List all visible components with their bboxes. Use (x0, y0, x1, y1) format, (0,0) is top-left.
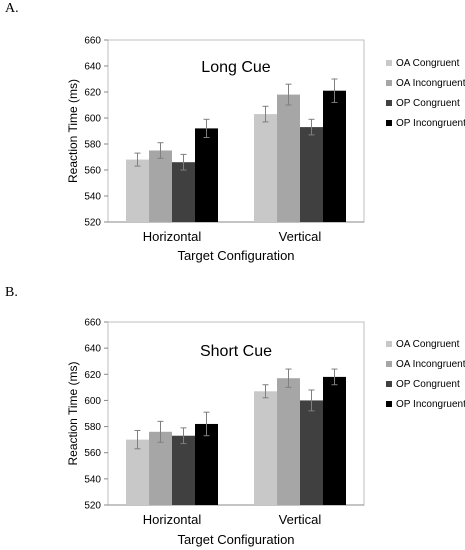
y-tick-label: 640 (84, 62, 101, 73)
bar (277, 378, 300, 505)
y-tick-label: 660 (84, 318, 101, 329)
legend-label: OA Incongruent (396, 359, 465, 370)
legend-label: OP Incongruent (396, 118, 465, 129)
y-axis-title: Reaction Time (ms) (66, 361, 80, 465)
y-tick-label: 600 (84, 396, 101, 407)
bar (323, 376, 346, 505)
y-tick-label: 540 (84, 192, 101, 203)
x-tick-label: Horizontal (143, 512, 202, 527)
legend-label: OA Incongruent (396, 78, 465, 89)
legend-swatch (386, 60, 392, 66)
legend-label: OA Congruent (396, 58, 460, 69)
legend-swatch (386, 120, 392, 126)
bar (172, 435, 195, 505)
bar (149, 431, 172, 505)
bar (277, 94, 300, 222)
chart-panel-short-cue: B. 520 540 560 580 600 620 640 660 Horizontal Vert… (5, 285, 465, 547)
y-tick-label: 580 (84, 422, 101, 433)
x-axis-title: Target Configuration (177, 532, 294, 547)
x-axis-title: Target Configuration (177, 248, 294, 263)
legend-swatch (386, 401, 392, 407)
legend-swatch (386, 361, 392, 367)
y-tick-label: 580 (84, 140, 101, 151)
x-tick-label: Vertical (279, 512, 322, 527)
bar (195, 128, 218, 222)
chart-title: Short Cue (200, 343, 272, 360)
bar (172, 162, 195, 222)
x-tick-label: Vertical (279, 229, 322, 244)
panel-label: B. (5, 285, 18, 300)
y-tick-label: 520 (84, 501, 101, 512)
bar (300, 127, 323, 222)
y-tick-label: 540 (84, 474, 101, 485)
y-tick-label: 620 (84, 370, 101, 381)
chart-title: Long Cue (201, 59, 270, 76)
legend-swatch (386, 341, 392, 347)
legend-label: OA Congruent (396, 339, 460, 350)
y-tick-label: 660 (84, 36, 101, 47)
y-tick-label: 640 (84, 344, 101, 355)
legend-swatch (386, 80, 392, 86)
legend-label: OP Congruent (396, 379, 460, 390)
panel-label: A. (5, 1, 19, 16)
y-tick-label: 560 (84, 166, 101, 177)
bar (126, 159, 149, 222)
bar (149, 150, 172, 222)
y-tick-label: 560 (84, 448, 101, 459)
bar (195, 423, 218, 505)
bar (254, 391, 277, 505)
chart-panel-long-cue: A. 520 540 560 580 600 620 640 660 Horizontal Vert… (5, 1, 465, 263)
bar (300, 400, 323, 505)
legend-label: OP Congruent (396, 98, 460, 109)
legend-label: OP Incongruent (396, 399, 465, 410)
x-tick-label: Horizontal (143, 229, 202, 244)
y-tick-label: 520 (84, 218, 101, 229)
y-tick-label: 600 (84, 114, 101, 125)
y-tick-label: 620 (84, 88, 101, 99)
bar (323, 90, 346, 222)
legend-swatch (386, 100, 392, 106)
y-axis-title: Reaction Time (ms) (66, 79, 80, 183)
legend-swatch (386, 381, 392, 387)
bar (254, 114, 277, 222)
bar (126, 439, 149, 505)
